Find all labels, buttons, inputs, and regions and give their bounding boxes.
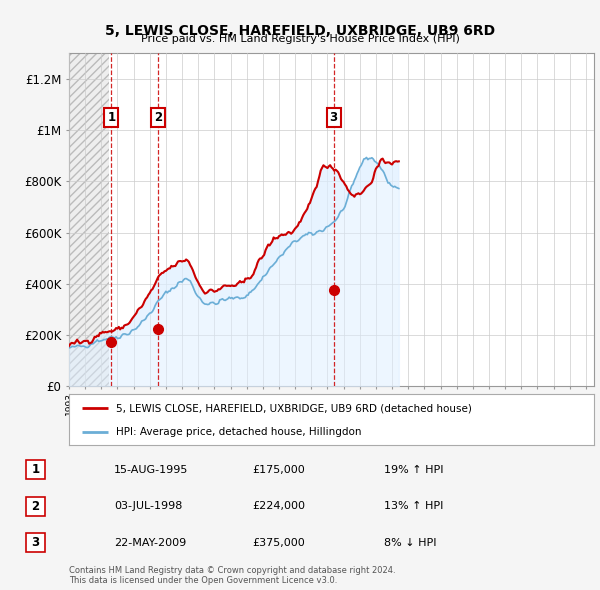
Text: 5, LEWIS CLOSE, HAREFIELD, UXBRIDGE, UB9 6RD: 5, LEWIS CLOSE, HAREFIELD, UXBRIDGE, UB9… bbox=[105, 24, 495, 38]
Text: 1: 1 bbox=[107, 111, 115, 124]
Text: 2: 2 bbox=[154, 111, 162, 124]
Text: 1: 1 bbox=[31, 463, 40, 476]
Text: 13% ↑ HPI: 13% ↑ HPI bbox=[384, 502, 443, 511]
Text: 15-AUG-1995: 15-AUG-1995 bbox=[114, 465, 188, 474]
Text: 5, LEWIS CLOSE, HAREFIELD, UXBRIDGE, UB9 6RD (detached house): 5, LEWIS CLOSE, HAREFIELD, UXBRIDGE, UB9… bbox=[116, 403, 472, 413]
Text: HPI: Average price, detached house, Hillingdon: HPI: Average price, detached house, Hill… bbox=[116, 428, 362, 437]
Text: £375,000: £375,000 bbox=[252, 538, 305, 548]
Text: £224,000: £224,000 bbox=[252, 502, 305, 511]
Text: Contains HM Land Registry data © Crown copyright and database right 2024.
This d: Contains HM Land Registry data © Crown c… bbox=[69, 566, 395, 585]
Bar bbox=[69, 53, 109, 386]
Text: Price paid vs. HM Land Registry's House Price Index (HPI): Price paid vs. HM Land Registry's House … bbox=[140, 34, 460, 44]
Text: 22-MAY-2009: 22-MAY-2009 bbox=[114, 538, 186, 548]
Text: 3: 3 bbox=[31, 536, 40, 549]
Text: £175,000: £175,000 bbox=[252, 465, 305, 474]
Text: 03-JUL-1998: 03-JUL-1998 bbox=[114, 502, 182, 511]
Text: 3: 3 bbox=[329, 111, 338, 124]
Text: 2: 2 bbox=[31, 500, 40, 513]
Text: 19% ↑ HPI: 19% ↑ HPI bbox=[384, 465, 443, 474]
Text: 8% ↓ HPI: 8% ↓ HPI bbox=[384, 538, 437, 548]
